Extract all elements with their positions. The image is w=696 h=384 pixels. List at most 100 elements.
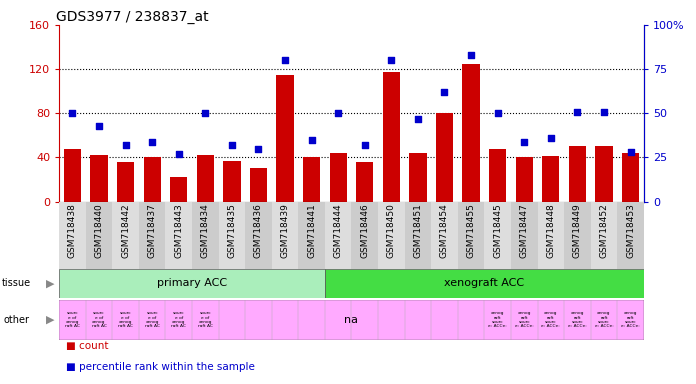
Bar xyxy=(325,202,351,269)
Text: GSM718444: GSM718444 xyxy=(333,203,342,258)
Point xyxy=(519,139,530,145)
Text: ▶: ▶ xyxy=(46,278,54,288)
Bar xyxy=(112,202,139,269)
Bar xyxy=(330,153,347,202)
Bar xyxy=(170,177,187,202)
Bar xyxy=(432,202,458,269)
Point xyxy=(466,52,477,58)
Bar xyxy=(166,202,192,269)
Text: xenog
raft
sourc
e: ACCe:: xenog raft sourc e: ACCe: xyxy=(541,311,560,328)
Text: xenog
raft
sourc
e: ACCe:: xenog raft sourc e: ACCe: xyxy=(515,311,534,328)
Bar xyxy=(223,161,241,202)
Bar xyxy=(276,74,294,202)
Point xyxy=(226,142,237,148)
Text: tissue: tissue xyxy=(1,278,31,288)
Text: sourc
e of
xenog
raft AC: sourc e of xenog raft AC xyxy=(198,311,213,328)
Point xyxy=(93,122,104,129)
Text: ▶: ▶ xyxy=(46,314,54,325)
Text: GSM718452: GSM718452 xyxy=(599,203,608,258)
Text: primary ACC: primary ACC xyxy=(157,278,227,288)
Point xyxy=(439,89,450,95)
Bar xyxy=(484,202,511,269)
Bar xyxy=(564,202,591,269)
Bar xyxy=(595,146,612,202)
Text: GSM718434: GSM718434 xyxy=(201,203,209,258)
Text: GSM718436: GSM718436 xyxy=(254,203,263,258)
Text: GSM718439: GSM718439 xyxy=(280,203,290,258)
Text: GSM718442: GSM718442 xyxy=(121,203,130,258)
Bar xyxy=(617,202,644,269)
Text: xenog
raft
sourc
e: ACCe:: xenog raft sourc e: ACCe: xyxy=(594,311,613,328)
Bar xyxy=(59,202,86,269)
Text: sourc
e of
xenog
raft AC: sourc e of xenog raft AC xyxy=(145,311,159,328)
Point xyxy=(67,110,78,116)
Bar xyxy=(511,202,537,269)
Bar xyxy=(299,202,325,269)
Text: GSM718440: GSM718440 xyxy=(95,203,104,258)
Text: other: other xyxy=(3,314,29,325)
Bar xyxy=(59,269,325,298)
Point xyxy=(200,110,211,116)
Text: sourc
e of
xenog
raft AC: sourc e of xenog raft AC xyxy=(65,311,80,328)
Text: GSM718449: GSM718449 xyxy=(573,203,582,258)
Bar xyxy=(117,162,134,202)
Text: GSM718447: GSM718447 xyxy=(520,203,529,258)
Text: GSM718443: GSM718443 xyxy=(174,203,183,258)
Bar xyxy=(489,149,506,202)
Text: GSM718437: GSM718437 xyxy=(148,203,157,258)
Bar xyxy=(378,202,404,269)
Bar xyxy=(537,202,564,269)
Point xyxy=(253,146,264,152)
Text: GSM718441: GSM718441 xyxy=(307,203,316,258)
Bar xyxy=(436,113,453,202)
Text: GSM718446: GSM718446 xyxy=(361,203,370,258)
Text: ■ percentile rank within the sample: ■ percentile rank within the sample xyxy=(66,362,255,372)
Text: GSM718438: GSM718438 xyxy=(68,203,77,258)
Bar xyxy=(303,157,320,202)
Bar xyxy=(404,202,432,269)
Point xyxy=(120,142,131,148)
Text: xenog
raft
sourc
e: ACCe:: xenog raft sourc e: ACCe: xyxy=(489,311,507,328)
Point xyxy=(386,57,397,63)
Text: sourc
e of
xenog
raft AC: sourc e of xenog raft AC xyxy=(171,311,187,328)
Bar xyxy=(351,202,378,269)
Bar xyxy=(622,153,639,202)
Text: xenog
raft
sourc
e: ACCe:: xenog raft sourc e: ACCe: xyxy=(621,311,640,328)
Text: GSM718445: GSM718445 xyxy=(493,203,502,258)
Bar xyxy=(409,153,427,202)
Point xyxy=(625,149,636,155)
Bar xyxy=(143,157,161,202)
Text: GSM718448: GSM718448 xyxy=(546,203,555,258)
Bar xyxy=(245,202,271,269)
Text: GSM718455: GSM718455 xyxy=(466,203,475,258)
Bar xyxy=(139,202,166,269)
Bar xyxy=(64,149,81,202)
Bar xyxy=(542,156,560,202)
Bar xyxy=(325,269,644,298)
Bar xyxy=(569,146,586,202)
Point xyxy=(412,116,423,122)
Text: GSM718450: GSM718450 xyxy=(387,203,396,258)
Text: GSM718451: GSM718451 xyxy=(413,203,422,258)
Text: ■ count: ■ count xyxy=(66,341,109,351)
Point xyxy=(599,108,610,114)
Point xyxy=(333,110,344,116)
Point xyxy=(545,135,556,141)
Point xyxy=(280,57,291,63)
Bar xyxy=(219,202,245,269)
Point xyxy=(359,142,370,148)
Bar xyxy=(383,73,400,202)
Bar xyxy=(197,155,214,202)
Text: sourc
e of
xenog
raft AC: sourc e of xenog raft AC xyxy=(118,311,133,328)
Point xyxy=(147,139,158,145)
Text: na: na xyxy=(345,314,358,325)
Point xyxy=(173,151,184,157)
Text: GDS3977 / 238837_at: GDS3977 / 238837_at xyxy=(56,10,208,23)
Point xyxy=(572,108,583,114)
Bar xyxy=(462,64,480,202)
Text: GSM718454: GSM718454 xyxy=(440,203,449,258)
Bar xyxy=(271,202,299,269)
Text: GSM718453: GSM718453 xyxy=(626,203,635,258)
Bar xyxy=(458,202,484,269)
Bar xyxy=(90,155,108,202)
